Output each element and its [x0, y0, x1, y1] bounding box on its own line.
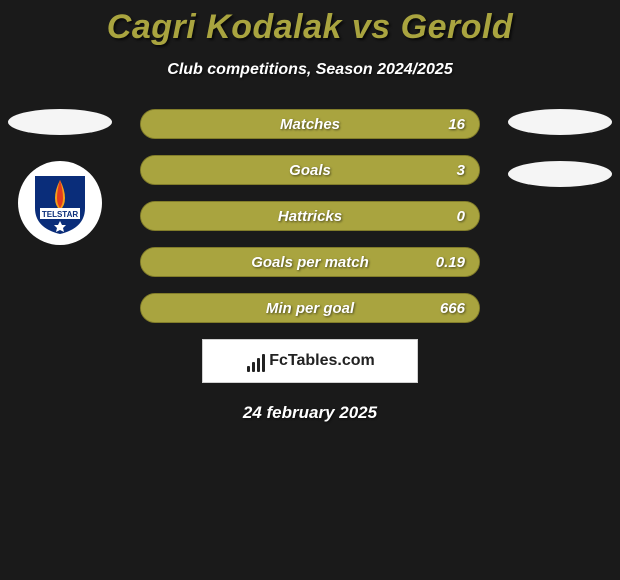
right-player-column	[508, 109, 612, 213]
page-title: Cagri Kodalak vs Gerold	[0, 0, 620, 47]
player-a-club-badge: TELSTAR	[18, 161, 102, 245]
stat-label: Min per goal	[266, 300, 354, 317]
bar-chart-icon	[245, 350, 267, 372]
icon-bar	[247, 366, 250, 372]
stat-bars-container: Matches 16 Goals 3 Hattricks 0 Goals per…	[140, 109, 480, 323]
page-subtitle: Club competitions, Season 2024/2025	[0, 61, 620, 79]
icon-bar	[257, 358, 260, 372]
player-b-avatar-placeholder	[508, 109, 612, 135]
fctables-watermark: FcTables.com	[202, 339, 418, 383]
stat-bar-goals-per-match: Goals per match 0.19	[140, 247, 480, 277]
player-a-avatar-placeholder	[8, 109, 112, 135]
date-line: 24 february 2025	[0, 403, 620, 423]
stat-value: 0.19	[436, 254, 465, 271]
stat-label: Hattricks	[278, 208, 342, 225]
stat-value: 3	[457, 162, 465, 179]
stat-bar-goals: Goals 3	[140, 155, 480, 185]
stat-bar-min-per-goal: Min per goal 666	[140, 293, 480, 323]
player-b-club-placeholder	[508, 161, 612, 187]
stat-label: Goals per match	[251, 254, 369, 271]
content-area: TELSTAR Matches 16 Goals 3 Hattricks 0 G…	[0, 109, 620, 423]
telstar-logo-icon: TELSTAR	[25, 168, 95, 238]
icon-bar	[252, 362, 255, 372]
stat-value: 0	[457, 208, 465, 225]
stat-label: Goals	[289, 162, 331, 179]
svg-text:TELSTAR: TELSTAR	[42, 210, 79, 219]
left-player-column: TELSTAR	[8, 109, 112, 245]
stat-label: Matches	[280, 116, 340, 133]
stat-value: 16	[448, 116, 465, 133]
stat-bar-matches: Matches 16	[140, 109, 480, 139]
icon-bar	[262, 354, 265, 372]
stat-value: 666	[440, 300, 465, 317]
stat-bar-hattricks: Hattricks 0	[140, 201, 480, 231]
watermark-text: FcTables.com	[269, 352, 375, 370]
